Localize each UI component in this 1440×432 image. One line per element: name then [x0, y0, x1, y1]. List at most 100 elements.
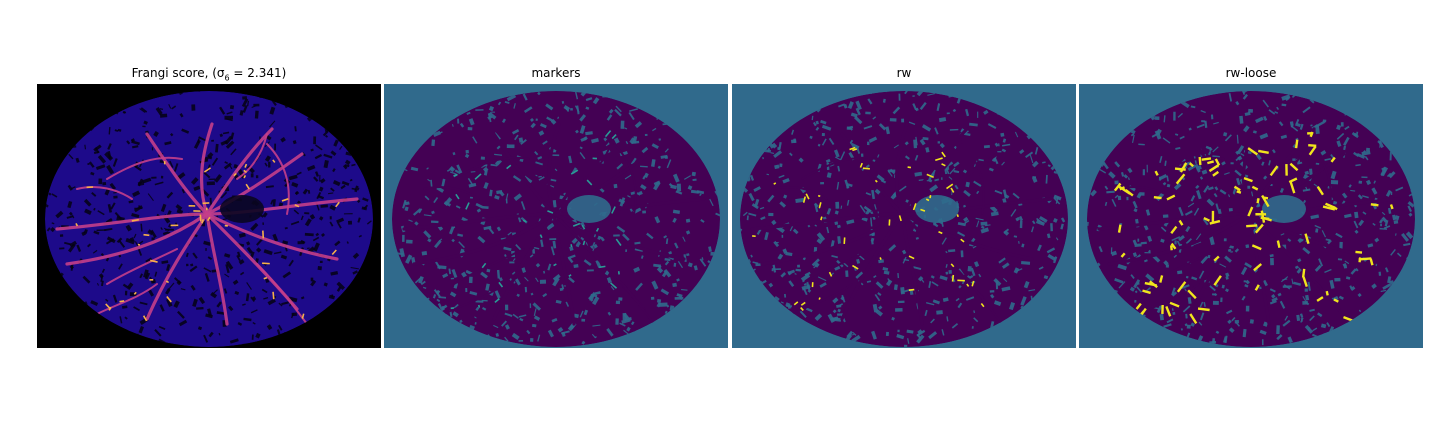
highlight-mark — [75, 222, 79, 227]
vessel — [65, 212, 209, 266]
panel-title-frangi: Frangi score, (σ6 = 2.341) — [37, 66, 381, 82]
optic-disc — [220, 195, 264, 223]
highlight-mark — [203, 167, 212, 173]
highlight-mark — [262, 230, 265, 239]
highlight-mark — [874, 179, 878, 183]
highlight-mark — [859, 162, 863, 168]
highlight-mark — [1263, 196, 1269, 200]
highlight-mark — [908, 288, 915, 291]
vessel — [205, 212, 339, 261]
highlight-mark — [272, 291, 275, 300]
highlight-mark — [1142, 289, 1151, 295]
highlight-mark — [1243, 176, 1253, 183]
highlight-mark — [941, 163, 946, 167]
highlight-mark — [1207, 160, 1215, 165]
highlight-mark — [849, 146, 856, 151]
highlight-mark — [1325, 202, 1336, 209]
highlight-mark — [450, 307, 455, 310]
highlight-mark — [1203, 216, 1210, 222]
highlight-mark — [581, 224, 586, 230]
highlight-mark — [966, 283, 970, 287]
highlight-mark — [498, 281, 504, 288]
frangi-score-image — [37, 84, 381, 348]
vessel — [840, 132, 904, 216]
highlight-mark — [818, 202, 822, 209]
highlight-mark — [1247, 206, 1254, 217]
rw-panel — [732, 84, 1076, 348]
vessel — [1247, 212, 1381, 261]
highlight-mark — [1233, 185, 1241, 192]
highlight-mark — [1355, 250, 1363, 254]
rw-loose-image — [1079, 84, 1423, 348]
highlight-mark — [108, 306, 112, 311]
highlight-mark — [752, 235, 756, 238]
vessel — [760, 212, 904, 266]
highlight-mark — [1117, 224, 1122, 233]
highlight-mark — [811, 282, 814, 288]
vessel — [840, 212, 904, 321]
highlight-mark — [1256, 198, 1260, 204]
highlight-mark — [263, 276, 268, 280]
vessel — [546, 122, 561, 216]
highlight-mark — [852, 264, 859, 270]
highlight-mark — [615, 238, 622, 246]
vessel — [1247, 127, 1316, 216]
highlight-mark — [1201, 157, 1212, 161]
vessel — [900, 212, 924, 326]
highlight-mark — [1212, 170, 1220, 177]
highlight-mark — [494, 297, 500, 304]
highlight-mark — [570, 169, 579, 175]
vessel — [801, 248, 873, 285]
highlight-mark — [572, 222, 581, 227]
highlight-mark — [165, 280, 170, 284]
vessel — [236, 133, 268, 180]
panel-title-markers: markers — [531, 66, 581, 80]
highlight-mark — [1289, 181, 1296, 194]
frangi-score-panel — [37, 84, 381, 348]
highlight-mark — [245, 183, 250, 190]
highlight-mark — [570, 244, 573, 248]
vessel — [453, 156, 530, 180]
highlight-mark — [596, 227, 600, 232]
highlight-mark — [1302, 276, 1308, 287]
highlight-mark — [1304, 233, 1310, 245]
highlight-mark — [188, 204, 196, 207]
highlight-mark — [1174, 167, 1186, 171]
highlight-mark — [1251, 244, 1262, 251]
highlight-mark — [1208, 164, 1220, 173]
highlight-mark — [1213, 275, 1222, 286]
highlight-mark — [852, 148, 858, 152]
highlight-mark — [522, 219, 527, 223]
highlight-mark — [1198, 156, 1202, 166]
vessel — [552, 127, 621, 216]
highlight-mark — [1120, 252, 1126, 258]
highlight-mark — [800, 307, 804, 311]
highlight-mark — [592, 157, 597, 160]
highlight-mark — [143, 233, 150, 237]
highlight-mark — [1197, 307, 1210, 312]
highlight-mark — [1247, 147, 1259, 156]
highlight-mark — [547, 210, 554, 214]
highlight-mark — [1153, 196, 1162, 200]
highlight-mark — [980, 303, 985, 308]
vessel — [900, 127, 969, 216]
highlight-mark — [131, 218, 139, 222]
vessel — [552, 212, 686, 261]
highlight-mark — [1161, 304, 1164, 315]
title-sub: 6 — [224, 73, 230, 83]
highlight-mark — [828, 271, 833, 277]
highlight-mark — [137, 243, 141, 246]
highlight-mark — [1187, 289, 1197, 300]
highlight-mark — [1211, 210, 1215, 224]
vessel — [1187, 212, 1251, 321]
highlight-mark — [1258, 149, 1269, 155]
highlight-mark — [1330, 156, 1336, 163]
highlight-mark — [1307, 132, 1313, 135]
highlight-mark — [1165, 305, 1172, 317]
highlight-mark — [453, 173, 458, 177]
highlight-mark — [604, 130, 612, 138]
vessel — [205, 127, 274, 216]
highlight-mark — [946, 183, 954, 190]
highlight-mark — [86, 186, 94, 189]
highlight-mark — [1166, 194, 1176, 201]
